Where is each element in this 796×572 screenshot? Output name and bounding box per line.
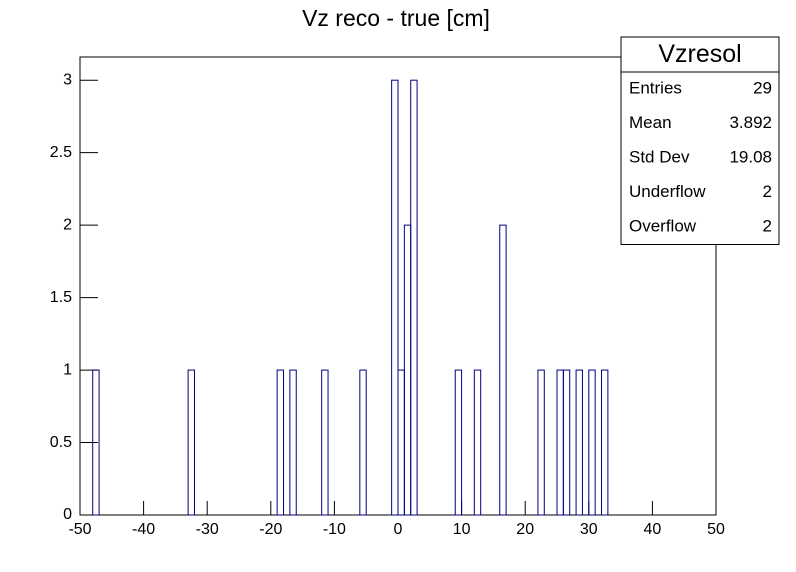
x-tick-label: -10 — [323, 521, 346, 538]
x-tick-label: -30 — [196, 521, 219, 538]
bar — [499, 224, 507, 516]
bar — [289, 369, 297, 516]
bar — [410, 79, 418, 516]
bar — [359, 369, 367, 516]
stats-value: 29 — [753, 79, 772, 98]
stats-label: Overflow — [629, 217, 697, 236]
stats-label: Entries — [629, 79, 682, 98]
y-tick-label: 2.5 — [50, 144, 72, 161]
x-tick-label: 20 — [516, 521, 534, 538]
bar — [562, 369, 571, 516]
stats-label: Std Dev — [629, 148, 690, 167]
bar — [588, 369, 596, 516]
bar — [321, 369, 329, 516]
bar — [537, 369, 545, 516]
y-tick-label: 0 — [63, 506, 72, 523]
y-tick-label: 1.5 — [50, 289, 72, 306]
x-tick-label: 10 — [453, 521, 471, 538]
bar — [473, 369, 482, 516]
x-tick-label: 30 — [580, 521, 598, 538]
y-tick-label: 0.5 — [50, 434, 72, 451]
bar — [187, 369, 195, 516]
x-tick-label: -20 — [259, 521, 282, 538]
bar — [575, 369, 583, 516]
stats-title: Vzresol — [658, 40, 741, 68]
stats-value: 2 — [763, 217, 772, 236]
stats-label: Underflow — [629, 182, 706, 201]
bar — [601, 369, 609, 516]
y-tick-label: 2 — [63, 216, 72, 233]
y-tick-label: 1 — [63, 361, 72, 378]
bar — [276, 369, 285, 516]
y-tick-label: 3 — [63, 71, 72, 88]
stats-value: 3.892 — [729, 113, 772, 132]
x-tick-label: 50 — [707, 521, 725, 538]
stats-label: Mean — [629, 113, 672, 132]
bar — [92, 369, 100, 516]
stats-value: 19.08 — [729, 148, 772, 167]
x-tick-label: -50 — [68, 521, 91, 538]
x-tick-label: 40 — [644, 521, 662, 538]
chart-title: Vz reco - true [cm] — [302, 5, 490, 31]
x-tick-label: 0 — [394, 521, 403, 538]
x-tick-label: -40 — [132, 521, 155, 538]
stats-value: 2 — [763, 182, 772, 201]
bar — [454, 369, 463, 516]
stats-box — [620, 36, 780, 245]
bar — [391, 79, 399, 516]
